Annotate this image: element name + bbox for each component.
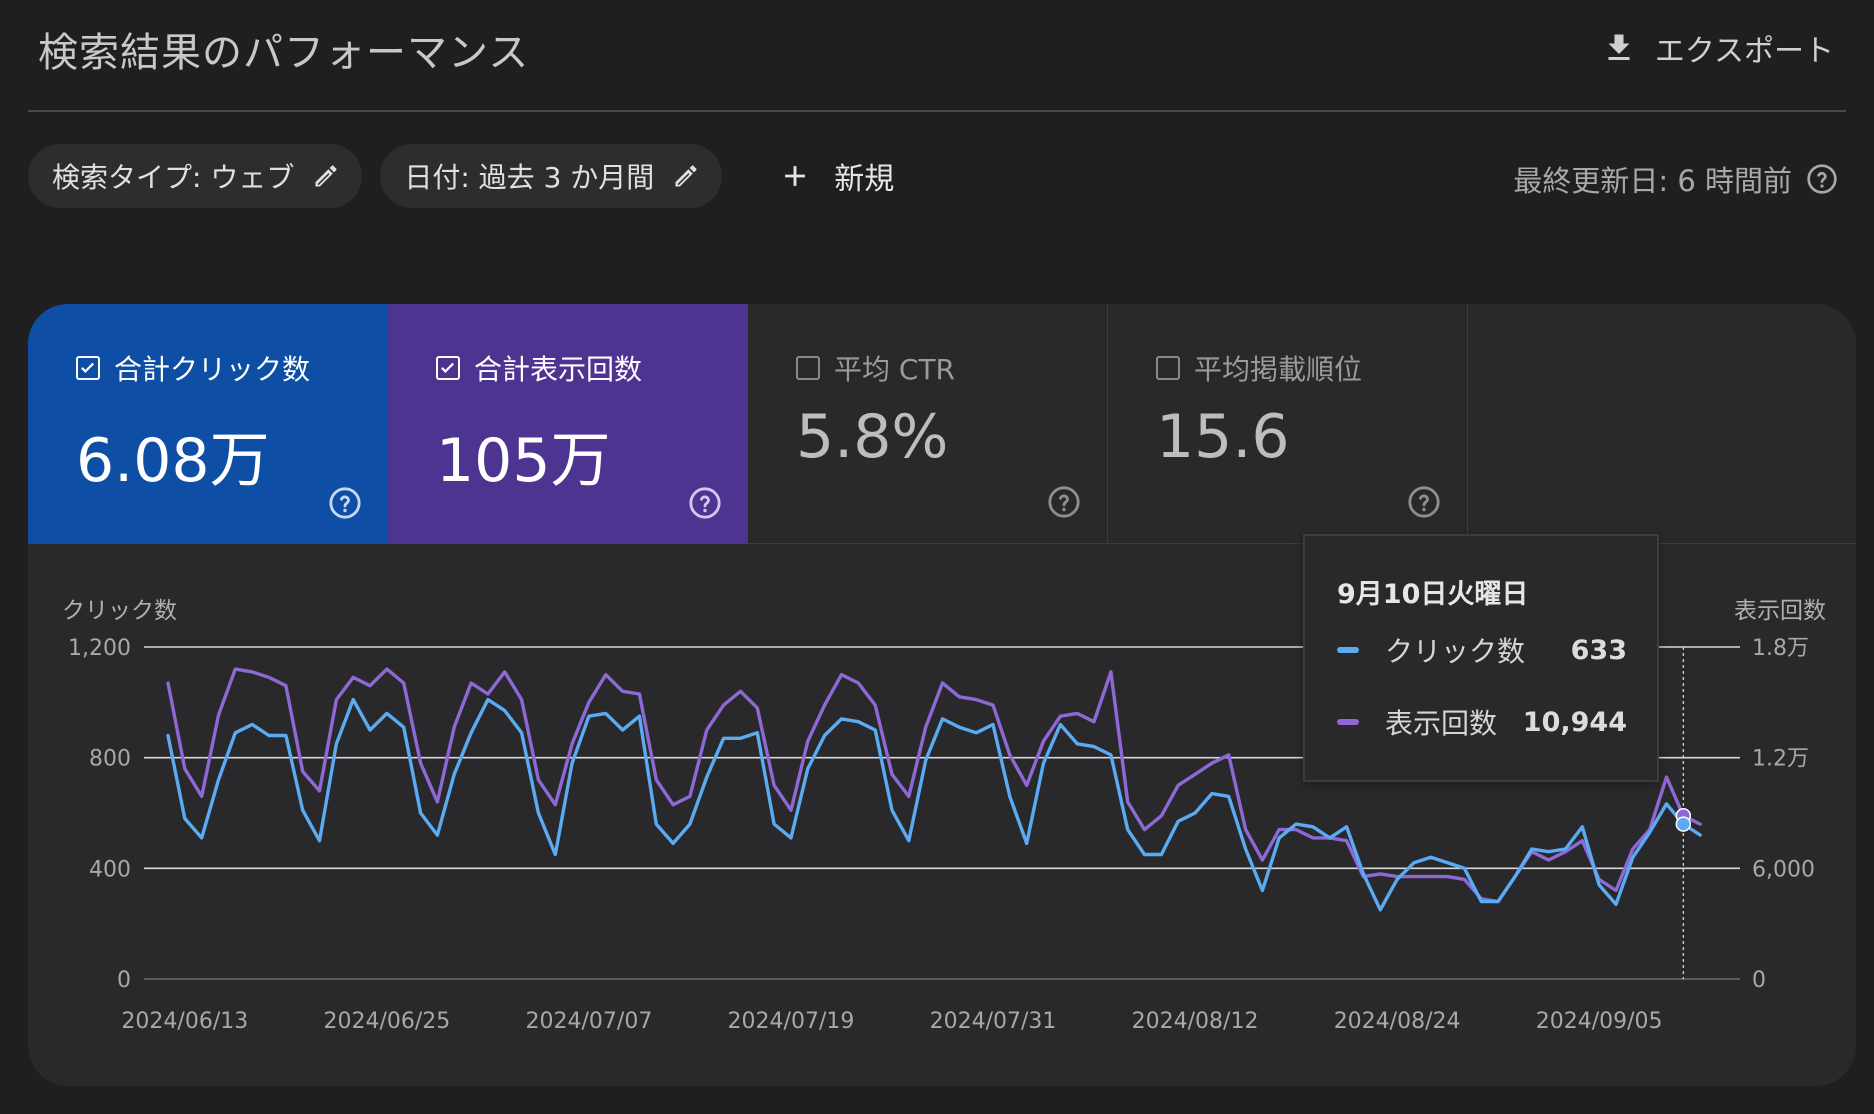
clicks-swatch	[1337, 647, 1359, 653]
x-tick-label: 2024/09/05	[1536, 1009, 1663, 1034]
page-title: 検索結果のパフォーマンス	[38, 30, 530, 76]
metric-header: 平均 CTR	[796, 348, 955, 388]
metric-value: 5.8%	[796, 402, 949, 472]
metric-value: 6.08万	[76, 426, 270, 496]
metric-tabs: 合計クリック数 6.08万 合計表示回数 105万	[28, 304, 1856, 544]
metric-checkbox[interactable]	[796, 356, 820, 380]
tooltip-row-impressions: 表示回数 10,944	[1337, 702, 1627, 742]
y-left-tick-label: 400	[89, 857, 131, 882]
help-icon[interactable]	[1047, 485, 1081, 519]
help-icon[interactable]	[688, 486, 722, 520]
x-tick-label: 2024/06/25	[323, 1009, 450, 1034]
tooltip-clicks-label: クリック数	[1385, 635, 1526, 668]
metric-label: 合計クリック数	[114, 353, 311, 386]
x-tick-label: 2024/08/24	[1334, 1009, 1461, 1034]
y-left-axis-title: クリック数	[62, 598, 177, 624]
metric-tabs-filler	[1468, 304, 1856, 544]
metric-label: 合計表示回数	[474, 353, 643, 386]
y-right-tick-label: 6,000	[1752, 857, 1815, 882]
pencil-icon	[675, 165, 697, 187]
help-icon[interactable]	[328, 486, 362, 520]
export-label: エクスポート	[1654, 34, 1834, 69]
export-button[interactable]: エクスポート	[1601, 26, 1834, 70]
tooltip-impressions-value: 10,944	[1522, 706, 1627, 738]
impressions-swatch	[1337, 719, 1359, 725]
y-left-tick-label: 0	[117, 968, 131, 993]
metric-header: 平均掲載順位	[1156, 348, 1362, 388]
metric-value: 15.6	[1156, 402, 1290, 472]
download-icon	[1608, 34, 1630, 60]
add-filter-label: 新規	[834, 162, 895, 197]
x-tick-label: 2024/06/13	[121, 1009, 248, 1034]
y-left-tick-label: 1,200	[68, 636, 131, 661]
last-updated-text: 最終更新日: 6 時間前	[1513, 164, 1792, 198]
metric-tab-average-position[interactable]: 平均掲載順位 15.6	[1108, 304, 1468, 544]
check-icon	[81, 362, 94, 373]
x-tick-label: 2024/07/31	[930, 1009, 1057, 1034]
last-updated-status: 最終更新日: 6 時間前	[1513, 158, 1838, 200]
date-filter-label: 日付: 過去 3 か月間	[404, 161, 655, 194]
x-tick-label: 2024/07/19	[728, 1009, 855, 1034]
plus-icon	[785, 166, 806, 186]
chart-tooltip: 9月10日火曜日 クリック数 633 表示回数 10,944	[1303, 534, 1659, 782]
series-line-impressions	[166, 667, 1702, 904]
metric-label: 平均 CTR	[834, 353, 956, 386]
metric-tab-total-impressions[interactable]: 合計表示回数 105万	[388, 304, 748, 544]
tooltip-impressions-label: 表示回数	[1385, 707, 1498, 740]
hover-point-clicks	[1675, 816, 1692, 832]
metric-checkbox[interactable]	[1156, 356, 1180, 380]
add-filter-button[interactable]: 新規	[740, 144, 914, 208]
performance-card: 0 0 400 6,000 800 1.2万 1,200 1.8万 クリック数 表示回数 2024/…	[28, 304, 1856, 1086]
y-left-tick-label: 800	[89, 747, 131, 772]
metric-value: 105万	[436, 426, 611, 496]
series-line-clicks	[166, 697, 1702, 912]
y-right-tick-label: 1.8万	[1752, 636, 1809, 661]
date-filter-chip[interactable]: 日付: 過去 3 か月間	[380, 144, 723, 208]
x-tick-label: 2024/07/07	[526, 1009, 653, 1034]
metric-header: 合計クリック数	[76, 348, 310, 388]
search-type-filter-label: 検索タイプ: ウェブ	[52, 161, 295, 194]
pencil-icon	[315, 165, 337, 187]
page-header: 検索結果のパフォーマンス エクスポート	[28, 0, 1846, 112]
tooltip-row-clicks: クリック数 633	[1337, 630, 1627, 670]
help-icon[interactable]	[1407, 485, 1441, 519]
metric-tab-average-ctr[interactable]: 平均 CTR 5.8%	[748, 304, 1108, 544]
help-icon[interactable]	[1806, 163, 1838, 195]
metric-label: 平均掲載順位	[1194, 353, 1363, 386]
filter-bar: 検索タイプ: ウェブ 日付: 過去 3 か月間 新規	[28, 144, 914, 208]
y-right-tick-label: 1.2万	[1752, 747, 1809, 772]
y-right-axis-title: 表示回数	[1734, 598, 1826, 624]
y-right-tick-label: 0	[1752, 968, 1766, 993]
metric-tab-total-clicks[interactable]: 合計クリック数 6.08万	[28, 304, 388, 544]
tooltip-date: 9月10日火曜日	[1337, 579, 1529, 610]
metric-header: 合計表示回数	[436, 348, 642, 388]
search-type-filter-chip[interactable]: 検索タイプ: ウェブ	[28, 144, 363, 208]
metric-checkbox[interactable]	[436, 356, 460, 380]
check-icon	[441, 362, 454, 373]
x-tick-label: 2024/08/12	[1132, 1009, 1259, 1034]
tooltip-clicks-value: 633	[1570, 634, 1627, 666]
metric-checkbox[interactable]	[76, 356, 100, 380]
